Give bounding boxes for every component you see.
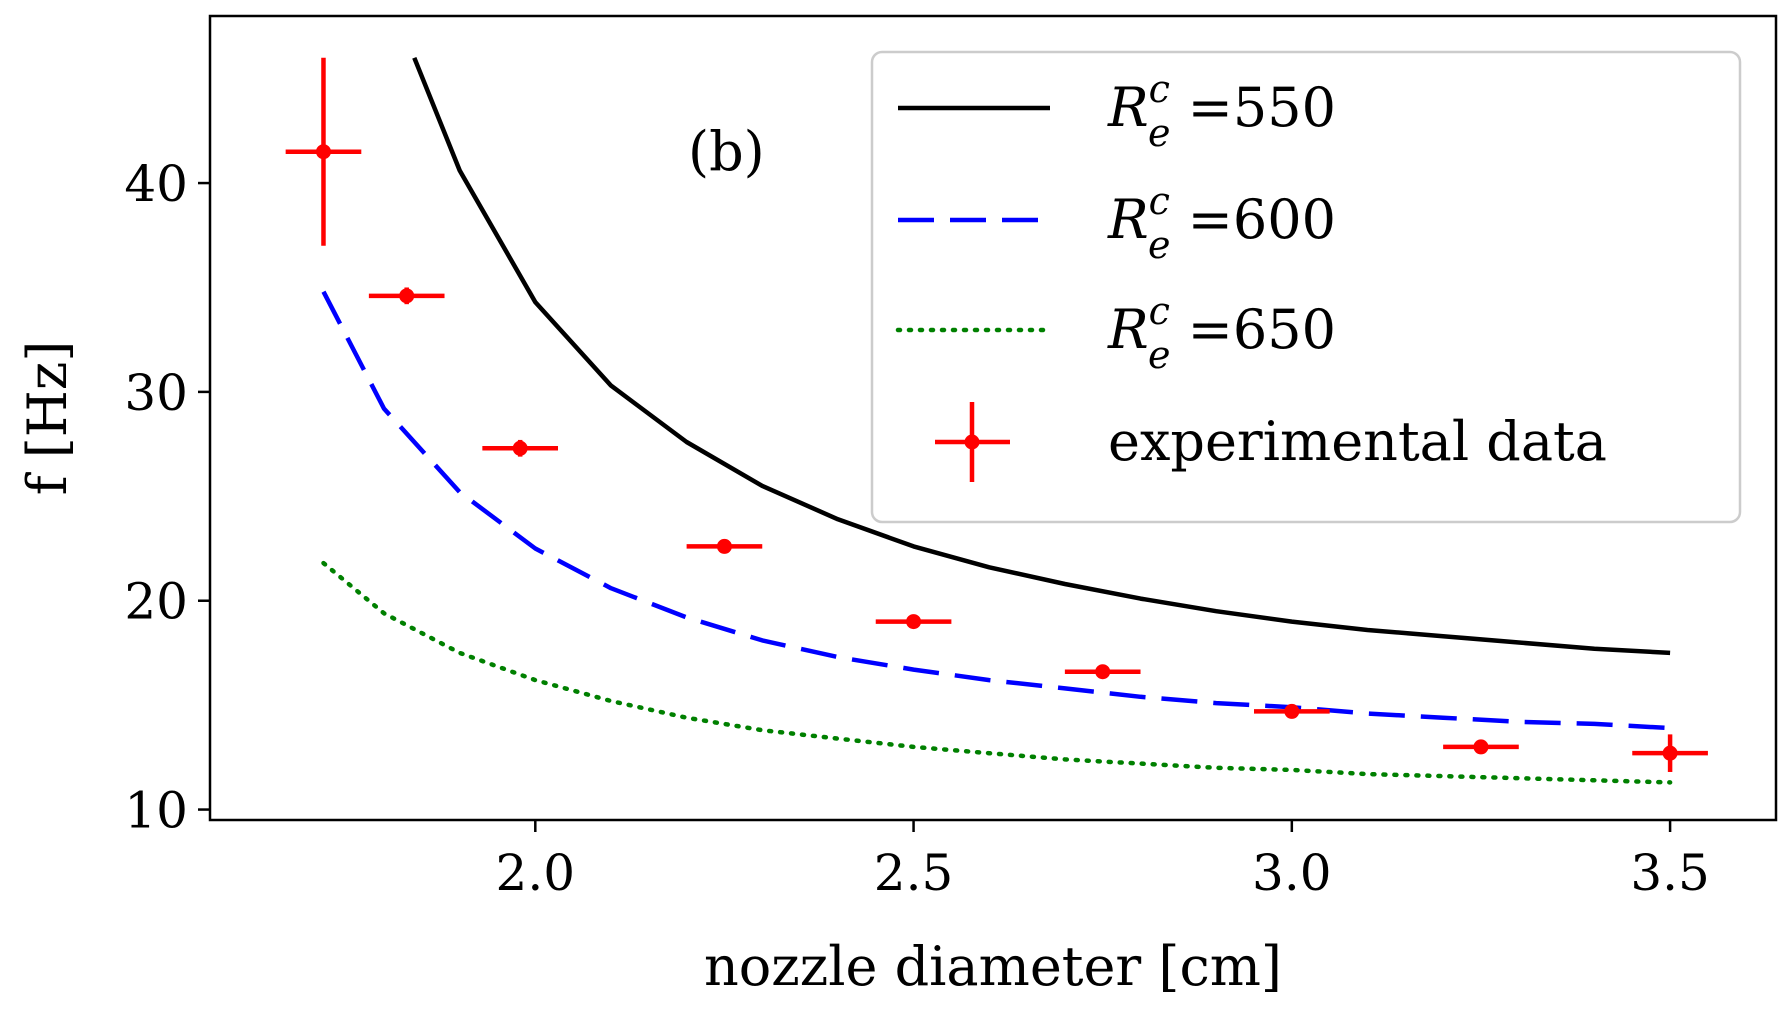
data-point-marker [716,538,732,554]
legend-value: =600 [1170,188,1335,251]
legend-label: Rc e =550 [1107,67,1336,155]
legend-entry-1: Rc e =550 [898,67,1336,155]
panel-annotation: (b) [688,120,765,183]
axis-ticks: 2.0 2.5 3.0 3.5 10 20 30 40 [124,155,1709,902]
legend-marker [964,434,980,450]
data-point-group [482,439,558,457]
legend-box [870,50,1742,524]
x-tick-label: 3.5 [1630,844,1710,902]
y-tick-label: 10 [124,782,188,840]
series-line-2 [321,290,1671,731]
data-point-group [368,287,445,305]
y-tick-label: 30 [124,364,188,422]
x-axis-title: nozzle diameter [cm] [704,935,1282,998]
data-point-marker [1095,664,1111,680]
series-layer [321,56,1673,785]
series-line-1 [412,56,1671,656]
experimental-data-layer [285,57,1708,772]
legend-label: Rc e =650 [1107,289,1336,377]
y-tick-label: 40 [124,155,188,213]
x-tick-label: 3.0 [1252,844,1332,902]
data-point-marker [1473,739,1489,755]
legend-symbol: R [1107,76,1149,139]
series-line-3 [321,560,1673,785]
data-point-marker [906,614,922,630]
legend-label: experimental data [1108,410,1607,473]
legend-symbol: R [1107,298,1149,361]
data-point-group [1443,739,1519,755]
data-point-group [875,614,952,630]
legend-label: Rc e =600 [1107,179,1336,267]
legend-subscript: e [1148,223,1171,267]
data-point-group [285,57,362,246]
data-point-marker [512,440,528,456]
data-point-marker [399,288,415,304]
legend-superscript: c [1149,67,1170,111]
legend-subscript: e [1148,111,1171,155]
data-point-group [1254,703,1330,719]
data-point-group [1632,734,1708,772]
data-point-group [686,538,763,554]
legend-entry-2: Rc e =600 [898,179,1336,267]
y-axis-title: f [Hz] [16,341,79,496]
data-point-group [1064,664,1141,680]
data-point-marker [1662,745,1678,761]
data-point-marker [315,144,331,160]
legend-symbol: R [1107,188,1149,251]
legend-value: =550 [1170,76,1335,139]
legend-entry-4: experimental data [935,402,1607,482]
data-point-marker [1284,703,1300,719]
x-tick-label: 2.0 [496,844,576,902]
legend-superscript: c [1149,289,1170,333]
legend-value: =650 [1170,298,1335,361]
x-tick-label: 2.5 [874,844,954,902]
legend-subscript: e [1148,333,1171,377]
legend-entry-3: Rc e =650 [895,289,1336,377]
y-tick-label: 20 [124,573,188,631]
plot-frame [208,14,1778,822]
legend-superscript: c [1149,179,1170,223]
